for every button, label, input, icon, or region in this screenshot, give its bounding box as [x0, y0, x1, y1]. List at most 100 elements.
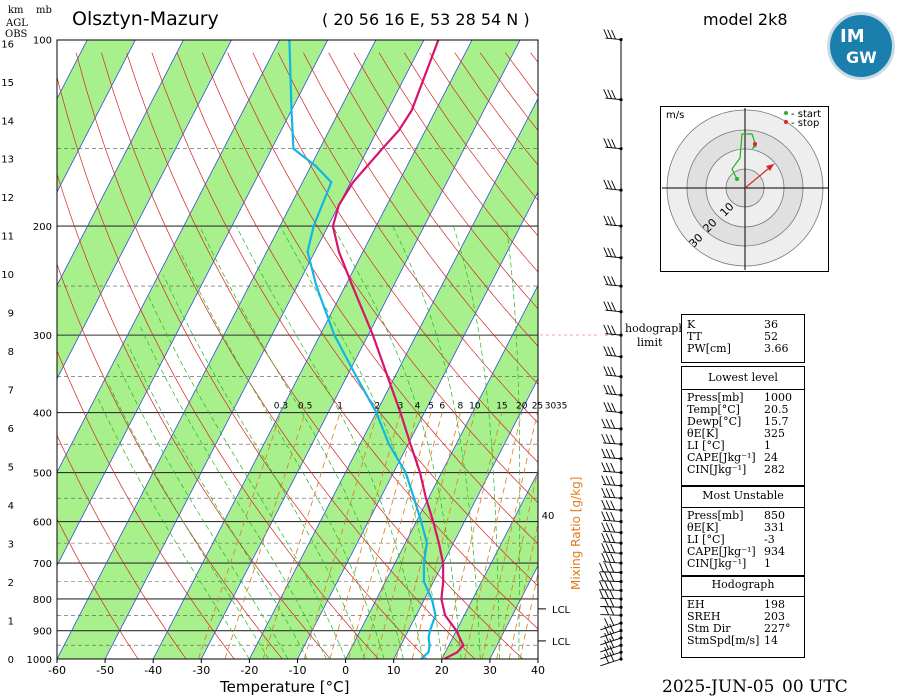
hodograph-panel: m/s - start - stop 10 20 30 [660, 106, 829, 272]
mixing-ratio-tick-label: 30 [545, 402, 557, 412]
x-tick-label: -20 [240, 664, 258, 677]
wind-barb-flag [605, 500, 611, 510]
wind-barb [602, 427, 622, 430]
wind-barb-flag [605, 543, 611, 553]
wind-barb [600, 614, 622, 616]
pressure-tick-label: 400 [33, 409, 52, 420]
station-title: Olsztyn-Mazury [72, 8, 219, 30]
date-label: 2025-JUN-05 [662, 677, 775, 697]
dry-adiabat [176, 52, 538, 587]
dry-adiabat [101, 52, 476, 659]
table-row: LI [°C] 1 [687, 439, 771, 452]
wind-barb-flag [603, 346, 609, 356]
table-row: Press[mb] 1000 [687, 391, 792, 404]
mixing-ratio-tick-label: 5 [428, 402, 434, 412]
wind-barb-flag [607, 325, 613, 335]
wind-barb-flag [610, 500, 616, 510]
wind-barb-flag [601, 552, 607, 563]
moist-adiabat [97, 398, 250, 659]
wind-barb-flag [610, 449, 616, 459]
table-row: CIN[Jkg⁻¹] 282 [687, 463, 785, 476]
wind-barb-flag [611, 346, 616, 357]
wind-level-dot [619, 613, 623, 617]
wind-barb-flag [610, 462, 616, 473]
mixing-ratio-line [481, 412, 538, 659]
moist-adiabat [115, 360, 289, 659]
dry-adiabat [227, 52, 538, 504]
wind-barb-flag [610, 543, 616, 554]
indices-table: K 36 TT 52 PW[cm] 3.66 [681, 314, 805, 363]
table-row: θE[K] 331 [687, 521, 785, 534]
wind-barb-flag [611, 216, 616, 226]
wind-barb [600, 571, 622, 573]
most-unstable-table: Most Unstable Press[mb] 850 θE[K] 331 LI [°C… [681, 486, 805, 576]
lowest-level-title: Lowest level [708, 371, 778, 384]
dry-adiabat [151, 52, 538, 630]
wind-barb-flag [610, 553, 616, 563]
hodograph-trace [731, 133, 757, 180]
dry-adiabat [303, 52, 538, 385]
table-row: Press[mb] 850 [687, 509, 785, 522]
table-row: Temp[°C] 20.5 [687, 403, 789, 416]
wind-barb-flag [611, 325, 616, 335]
wind-barb [602, 508, 622, 511]
stop-marker [753, 142, 757, 146]
wind-barb-flag [607, 215, 613, 226]
dry-adiabat [252, 52, 538, 463]
pressure-tick-label: 200 [33, 222, 52, 233]
moist-adiabat [505, 226, 521, 659]
pressure-tick-label: 1000 [27, 655, 52, 666]
wind-barb-flag [609, 645, 615, 655]
wind-barb [605, 374, 622, 378]
dry-adiabat [277, 52, 538, 424]
hodograph-limit-label-2: limit [637, 336, 663, 349]
pressure-tick-label: 300 [33, 331, 52, 342]
wind-barb [600, 622, 622, 631]
lcl-label-sfc: LCL [552, 637, 571, 648]
pressure-tick-label: 700 [33, 559, 52, 570]
model-label: model 2k8 [703, 10, 788, 29]
km-tick-label: 6 [8, 424, 14, 435]
wind-barb [600, 630, 622, 638]
mixing-ratio-tick-label: 15 [496, 402, 507, 412]
mixing-ratio-line [262, 412, 341, 659]
wind-barb [605, 224, 622, 227]
isotherm-band [153, 40, 521, 659]
isotherm-line [200, 40, 521, 659]
wind-level-dot [619, 38, 623, 42]
wind-barb-flag [603, 138, 609, 148]
wind-barb [602, 496, 622, 499]
wind-barb-flag [609, 638, 615, 648]
km-tick-label: 3 [8, 540, 14, 551]
dry-adiabat [75, 52, 428, 659]
wind-barb [600, 597, 622, 600]
wind-barb [605, 97, 622, 101]
wind-barb-flag [604, 580, 610, 591]
table-row: EH 198 [687, 598, 785, 611]
mixing-ratio-axis-label: Mixing Ratio [g/kg] [569, 477, 583, 590]
isotherm-band [57, 40, 424, 659]
wind-barb-flag [601, 475, 607, 485]
wind-barb-flag [604, 562, 610, 573]
isotherm-line [104, 40, 425, 659]
km-tick-label: 15 [1, 78, 14, 89]
isotherm-line [249, 97, 538, 659]
dry-adiabat [57, 349, 235, 659]
wind-barb [605, 393, 622, 396]
wind-barb-flag [603, 179, 609, 190]
wind-barb-flag [603, 215, 609, 225]
isotherm-line [57, 40, 281, 474]
pressure-tick-label: 900 [33, 627, 52, 638]
wind-barb-flag [607, 138, 613, 148]
moist-adiabat [453, 225, 500, 659]
wind-barb [602, 470, 622, 473]
wind-barb-flag [611, 366, 616, 377]
x-tick-label: 0 [342, 664, 349, 677]
mixing-ratio-tick-label: 8 [458, 402, 464, 412]
wind-barb-flag [601, 462, 607, 472]
moist-adiabat [332, 225, 462, 659]
time-label: 00 UTC [782, 677, 848, 697]
wind-barb [605, 410, 622, 413]
km-tick-label: 7 [8, 386, 14, 397]
x-tick-label: -10 [289, 664, 307, 677]
